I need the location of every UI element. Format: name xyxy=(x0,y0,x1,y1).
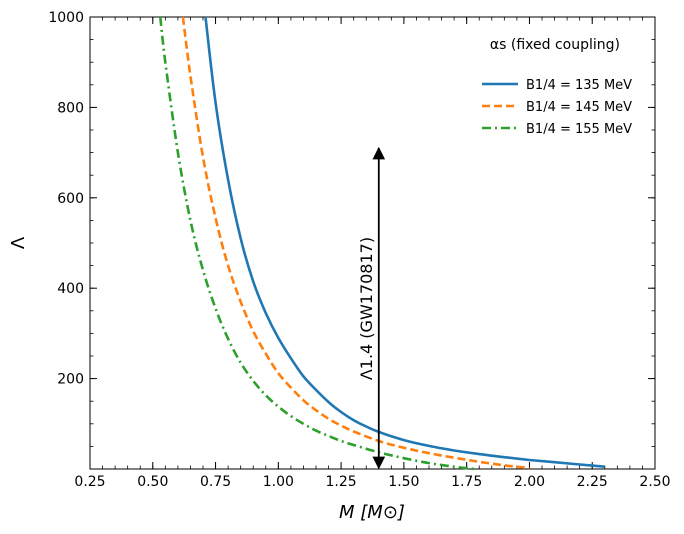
series-line-2 xyxy=(181,16,530,470)
x-tick-label: 0.75 xyxy=(200,474,231,490)
x-tick-label: 0.50 xyxy=(137,474,168,490)
x-tick-label: 0.25 xyxy=(74,474,105,490)
y-tick-label: 600 xyxy=(57,191,84,207)
x-tick-label: 1.00 xyxy=(263,474,294,490)
axis-ticks: 0.25 0.50 0.75 1.00 1.25 1.50 1.75 2.00 2.25 2.50… xyxy=(48,10,670,490)
annotation: Λ1.4 (GW170817) xyxy=(357,146,386,470)
x-tick-label: 1.25 xyxy=(326,474,357,490)
x-axis-label: M [M⊙] xyxy=(339,502,405,523)
legend-title: αs (fixed coupling) xyxy=(490,37,620,53)
x-tick-label: 1.50 xyxy=(388,474,419,490)
x-tick-label: 2.25 xyxy=(577,474,608,490)
x-tick-label: 2.00 xyxy=(514,474,545,490)
annotation-label: Λ1.4 (GW170817) xyxy=(357,237,376,380)
y-tick-label: 400 xyxy=(57,281,84,297)
x-tick-label: 2.50 xyxy=(639,474,670,490)
y-tick-label: 200 xyxy=(57,372,84,388)
series-group xyxy=(159,16,605,471)
series-line-1 xyxy=(204,16,605,468)
y-axis-label: Λ xyxy=(8,236,29,249)
legend: αs (fixed coupling) B1/4 = 135 MeV B1/4 = … xyxy=(482,37,632,137)
legend-label-2: B1/4 = 145 MeV xyxy=(526,100,632,115)
y-tick-label: 1000 xyxy=(48,10,84,26)
series-line-3 xyxy=(159,16,475,471)
legend-label-3: B1/4 = 155 MeV xyxy=(526,122,632,137)
y-tick-label: 800 xyxy=(57,100,84,116)
x-tick-label: 1.75 xyxy=(451,474,482,490)
legend-label-1: B1/4 = 135 MeV xyxy=(526,78,632,93)
